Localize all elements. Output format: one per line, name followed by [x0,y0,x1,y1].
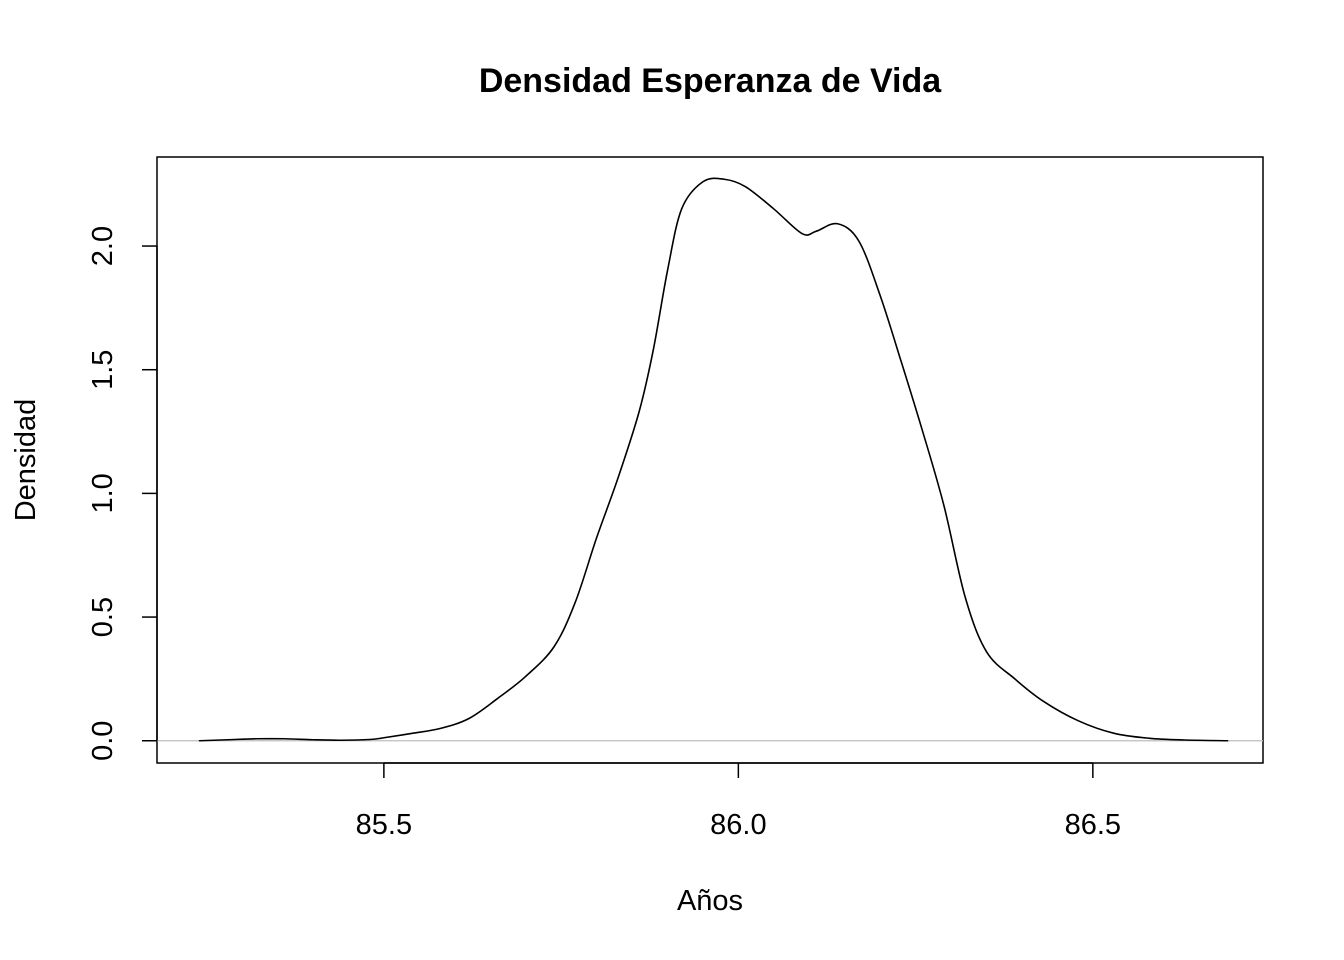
x-axis: 85.5 86.0 86.5 [356,762,1121,841]
density-line [198,177,1229,742]
x-tick-label: 85.5 [356,809,412,841]
y-axis-label: Densidad [10,399,42,522]
x-tick-label: 86.5 [1065,809,1121,841]
y-tick-label: 0.0 [87,721,119,761]
y-tick-label: 1.5 [87,350,119,390]
chart-title: Densidad Esperanza de Vida [479,62,942,100]
y-axis: 0.0 0.5 1.0 1.5 2.0 [87,226,158,761]
x-axis-label: Años [677,885,743,917]
plot-frame [156,156,1264,764]
y-tick-label: 0.5 [87,597,119,637]
y-tick-label: 1.0 [87,473,119,513]
y-tick-label: 2.0 [87,226,119,266]
x-tick-label: 86.0 [710,809,766,841]
